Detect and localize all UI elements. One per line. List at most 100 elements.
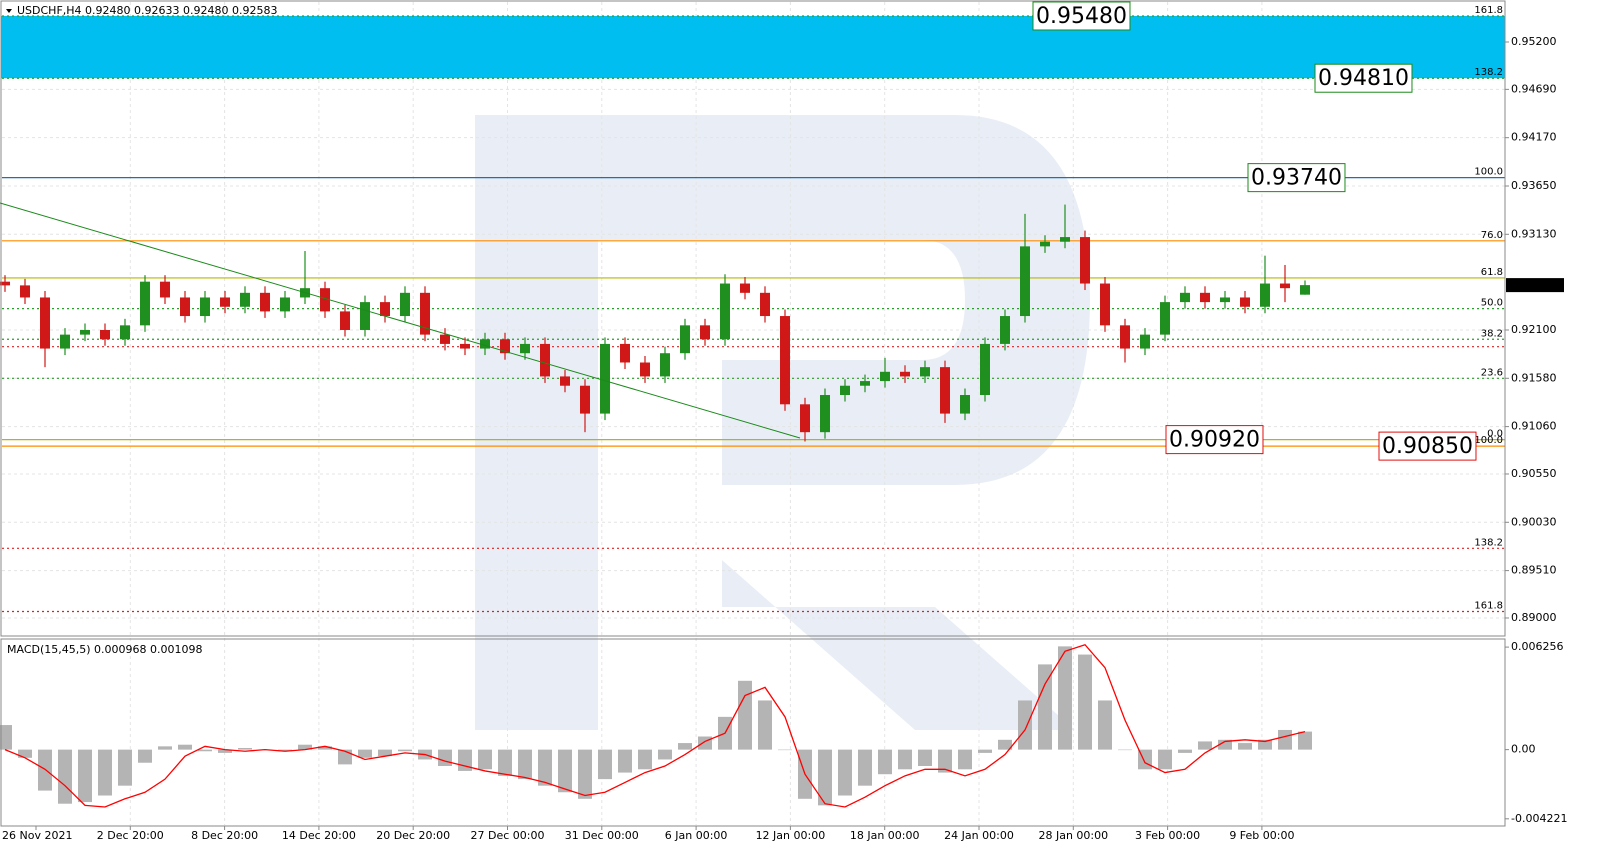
y-tick-label: 0.90550 [1511,467,1557,480]
macd-title: MACD(15,45,5) 0.000968 0.001098 [7,643,203,656]
fib-level-label: 100.0 [1474,167,1503,178]
macd-histogram-bar [758,700,772,750]
candle-body [20,285,30,298]
candle-body [240,292,250,307]
candle-body [1200,292,1210,303]
macd-histogram-bar [598,749,612,780]
macd-histogram-bar [1258,739,1272,750]
candle-body [860,381,870,386]
macd-y-tick-label: -0.004221 [1511,812,1567,825]
y-tick-label: 0.92100 [1511,323,1557,336]
macd-histogram-bar [1078,654,1092,750]
macd-histogram-bar [1118,749,1132,751]
price-annotation-box [1165,425,1264,455]
candle-body [1180,292,1190,303]
price-annotation-box [1314,63,1413,93]
y-tick-label: 0.95200 [1511,35,1557,48]
y-tick-label: 0.90030 [1511,515,1557,528]
price-annotation: 0.93740 [1251,166,1342,191]
candle-body [460,343,470,349]
candle-body [620,343,630,363]
macd-histogram-bar [658,749,672,760]
candle-body [0,281,10,286]
macd-histogram-bar [98,749,112,796]
macd-histogram-bar [78,749,92,803]
macd-histogram-bar [58,749,72,804]
x-tick-label: 6 Jan 00:00 [665,829,728,842]
candle-body [1080,237,1090,284]
y-tick-label: 0.93130 [1511,227,1557,240]
y-tick-label: 0.89000 [1511,611,1557,624]
x-tick-label: 8 Dec 20:00 [191,829,258,842]
fib-level-label: 38.2 [1481,328,1503,339]
candle-body [140,281,150,326]
candle-body [220,297,230,307]
candle-body [840,385,850,396]
macd-histogram-bar [278,749,292,752]
candle-body [940,367,950,414]
candle-body [480,339,490,349]
x-tick-label: 3 Feb 00:00 [1135,829,1200,842]
candle-body [1140,334,1150,349]
macd-histogram-bar [358,749,372,758]
macd-histogram-bar [838,749,852,796]
candle-body [340,311,350,330]
macd-histogram-bar [698,736,712,750]
price-annotation: 0.94810 [1318,66,1409,91]
candle-body [1220,297,1230,303]
candle-body [260,292,270,312]
macd-histogram-bar [1198,741,1212,750]
target-band [1,15,1505,79]
macd-histogram-bar [318,746,332,750]
macd-histogram-bar [1298,731,1312,750]
macd-histogram-bar [898,749,912,770]
price-annotation: 0.95480 [1036,4,1127,29]
y-tick-label: 0.91580 [1511,371,1557,384]
macd-histogram-bar [298,744,312,750]
x-tick-label: 27 Dec 00:00 [471,829,545,842]
candle-body [1120,325,1130,349]
x-tick-label: 24 Jan 00:00 [944,829,1014,842]
candle-body [160,281,170,298]
macd-histogram-bar [238,747,252,750]
macd-histogram-bar [778,749,792,751]
macd-histogram-bar [998,739,1012,750]
candle-body [920,367,930,377]
candle-body [120,325,130,340]
candle-body [800,404,810,433]
candle-body [560,376,570,386]
candle-body [280,297,290,312]
macd-histogram-bar [498,749,512,776]
macd-histogram-bar [118,749,132,786]
price-annotation-box [1378,431,1477,461]
macd-histogram-bar [938,749,952,773]
candle-body [580,385,590,414]
macd-histogram-bar [398,749,412,752]
candle-body [1100,283,1110,326]
macd-histogram-bar [918,749,932,767]
macd-histogram-bar [518,749,532,780]
macd-histogram-bar [538,749,552,786]
fib-level-label: 23.6 [1481,367,1503,378]
macd-histogram-bar [1098,700,1112,750]
macd-histogram-bar [858,749,872,786]
candle-body [500,339,510,354]
macd-histogram-bar [158,746,172,750]
x-tick-label: 31 Dec 00:00 [565,829,639,842]
symbol-header: USDCHF,H4 0.92480 0.92633 0.92480 0.9258… [17,4,278,17]
candle-body [600,343,610,414]
candle-body [960,395,970,414]
macd-histogram-bar [678,743,692,750]
candle-body [40,297,50,349]
candle-body [440,334,450,344]
macd-histogram-bar [1038,664,1052,750]
candle-body [700,325,710,340]
fib-level-label: 138.2 [1474,537,1503,548]
current-price-box [1506,278,1564,293]
x-tick-label: 26 Nov 2021 [2,829,72,842]
x-tick-label: 18 Jan 00:00 [850,829,920,842]
fib-level-label: 161.8 [1474,600,1503,611]
candle-body [180,297,190,317]
macd-histogram-bar [1178,749,1192,753]
candle-body [640,362,650,377]
